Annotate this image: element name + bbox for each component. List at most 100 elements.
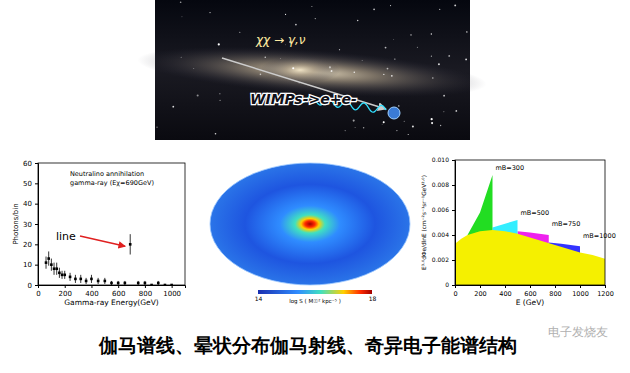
star (465, 59, 467, 61)
tick: 1200 (597, 285, 614, 298)
caption: 伽马谱线、晕状分布伽马射线、奇异电子能谱结构 (98, 334, 517, 356)
star (354, 71, 356, 73)
tick: 0.010 (432, 156, 455, 163)
tick-label: 30 (23, 221, 32, 229)
data-point (150, 284, 153, 285)
data-point (90, 278, 93, 281)
star (264, 57, 265, 58)
tick-mark (505, 285, 506, 288)
star (431, 122, 433, 124)
star (331, 70, 333, 72)
tick-label: 200 (59, 290, 72, 298)
star (455, 110, 457, 112)
star (181, 57, 182, 58)
star (383, 120, 385, 122)
series-label: mB=300 (496, 164, 525, 172)
star (311, 5, 313, 7)
data-point (164, 284, 167, 285)
error-bar (91, 275, 92, 283)
tick: 0.006 (432, 206, 455, 213)
colorbar (258, 290, 372, 294)
data-point (117, 282, 120, 285)
star (448, 55, 450, 57)
star (361, 59, 363, 61)
tick-mark (35, 183, 38, 184)
star (315, 18, 316, 19)
tick-mark (35, 163, 38, 164)
error-bar (124, 281, 125, 285)
tick: 400 (85, 285, 98, 298)
error-bar (80, 275, 81, 283)
star (393, 39, 395, 41)
tick-mark (35, 265, 38, 266)
data-point (110, 282, 113, 285)
star (292, 67, 294, 69)
tick-mark (452, 160, 455, 161)
error-bar (54, 263, 55, 275)
data-point (104, 280, 107, 283)
tick-label: 600 (524, 290, 536, 298)
star (279, 58, 281, 60)
series-label: mB=750 (552, 220, 581, 228)
error-bar (86, 278, 87, 284)
star (219, 100, 220, 101)
data-point (85, 280, 88, 283)
plot-frame (38, 163, 185, 285)
tick-label: 400 (85, 290, 98, 298)
error-bar (118, 281, 119, 285)
chart: 020040060080010000102030405060Neutralino… (12, 160, 186, 307)
error-bar (104, 278, 105, 284)
star (431, 118, 433, 120)
axis: 02004006008001000 (36, 285, 185, 298)
tick-label: 800 (139, 290, 152, 298)
star (385, 47, 387, 49)
tick-label: 0 (445, 281, 449, 288)
star (363, 127, 365, 129)
y-axis-title: E³·⁰dΦe/dlnE (cm⁻²s⁻¹sr⁻¹GeV²·⁰) (421, 175, 427, 270)
tick-label: 18 (369, 295, 377, 302)
data-point (97, 280, 100, 283)
data-point (79, 278, 82, 281)
tick: 18 (369, 294, 377, 302)
star (390, 5, 391, 6)
star (438, 63, 440, 65)
tick-mark (555, 285, 556, 288)
data-point (63, 274, 66, 277)
star (431, 56, 432, 57)
error-bar (130, 234, 131, 254)
tick-mark (118, 285, 119, 288)
star (466, 31, 468, 33)
annotation: line (56, 230, 76, 243)
star (410, 34, 411, 35)
star (440, 125, 441, 126)
data-point (170, 284, 173, 285)
tick-label: 0.004 (432, 231, 449, 238)
data-point (157, 282, 160, 285)
data-point (124, 282, 127, 285)
tick-label: 10 (23, 261, 32, 269)
star (454, 4, 456, 6)
tick-mark (452, 185, 455, 186)
star (219, 93, 220, 94)
plot-frame (455, 160, 605, 285)
tick-label: 800 (549, 290, 561, 298)
tick-label: 20 (23, 241, 32, 249)
tick: 40 (23, 200, 38, 208)
star (387, 68, 389, 70)
tick-mark (580, 285, 581, 288)
data-point (53, 267, 56, 270)
watermark: 电子发烧友 (548, 325, 608, 339)
tick: 0 (28, 282, 38, 290)
tick-label: 1000 (163, 290, 181, 298)
axis-line (39, 286, 186, 289)
data-point (47, 257, 50, 260)
error-bar (59, 268, 60, 278)
star (408, 134, 409, 135)
star (412, 125, 414, 127)
data-point (55, 267, 58, 270)
tick-label: 40 (23, 200, 32, 208)
tick-label: 0 (36, 290, 40, 298)
tick-mark (605, 285, 606, 288)
tick: 1000 (572, 285, 589, 298)
tick: 14 (255, 294, 263, 302)
